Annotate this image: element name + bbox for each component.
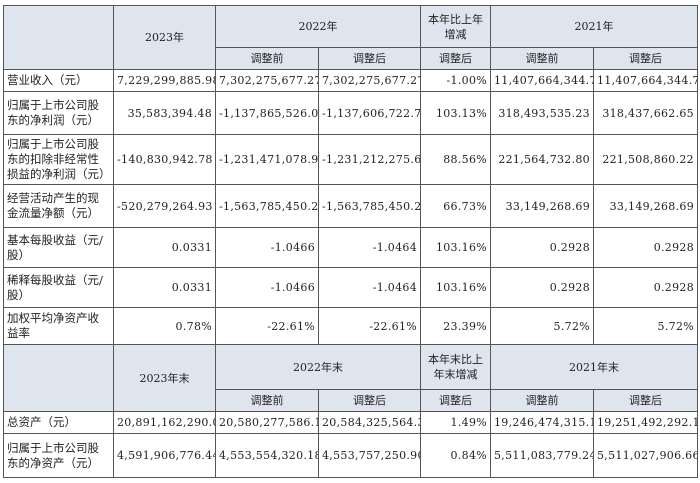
sub-header: 调整前 bbox=[490, 389, 594, 412]
value-cell: 4,591,906,776.44 bbox=[113, 433, 216, 478]
value-cell: 0.78% bbox=[113, 307, 216, 345]
value-cell: -520,279,264.93 bbox=[113, 184, 216, 228]
value-cell: 11,407,664,344.78 bbox=[490, 69, 594, 92]
value-cell: 0.84% bbox=[420, 433, 491, 478]
row-label: 营业收入（元） bbox=[3, 69, 114, 92]
sub-header: 调整后 bbox=[420, 47, 491, 70]
row-label: 归属于上市公司股东的净资产（元） bbox=[3, 433, 114, 478]
value-cell: 7,302,275,677.27 bbox=[215, 69, 319, 92]
value-cell: 103.16% bbox=[420, 227, 491, 268]
value-cell: 20,584,325,564.35 bbox=[318, 411, 421, 434]
row-label: 稀释每股收益（元/股） bbox=[3, 267, 114, 308]
value-cell: 0.2928 bbox=[593, 267, 698, 308]
sub-header: 调整后 bbox=[593, 47, 698, 70]
value-cell: 88.56% bbox=[420, 134, 491, 185]
value-cell: 7,302,275,677.27 bbox=[318, 69, 421, 92]
value-cell: -22.61% bbox=[318, 307, 421, 345]
value-cell: 0.2928 bbox=[593, 227, 698, 268]
value-cell: 318,493,535.23 bbox=[490, 91, 594, 135]
value-cell: -22.61% bbox=[215, 307, 319, 345]
corner-cell bbox=[3, 344, 114, 412]
value-cell: 19,251,492,292.15 bbox=[593, 411, 698, 434]
corner-cell bbox=[3, 5, 114, 70]
sub-header: 调整后 bbox=[420, 389, 491, 412]
value-cell: 5,511,083,779.24 bbox=[490, 433, 594, 478]
row-label: 经营活动产生的现金流量净额（元） bbox=[3, 184, 114, 228]
value-cell: 7,229,299,885.98 bbox=[113, 69, 216, 92]
value-cell: -1,563,785,450.23 bbox=[318, 184, 421, 228]
sub-header: 调整后 bbox=[593, 389, 698, 412]
financial-table: 2023年 2022年 本年比上年增减 2021年 调整前 调整后 调整后 调整前 调整后 营业收… bbox=[3, 5, 698, 478]
value-cell: 4,553,554,320.18 bbox=[215, 433, 319, 478]
sub-header: 调整后 bbox=[318, 47, 421, 70]
value-cell: 103.13% bbox=[420, 91, 491, 135]
value-cell: 318,437,662.65 bbox=[593, 91, 698, 135]
value-cell: 20,580,277,586.18 bbox=[215, 411, 319, 434]
value-cell: -1.0464 bbox=[318, 267, 421, 308]
value-cell: 221,564,732.80 bbox=[490, 134, 594, 185]
value-cell: 103.16% bbox=[420, 267, 491, 308]
value-cell: 33,149,268.69 bbox=[593, 184, 698, 228]
sub-header: 调整前 bbox=[215, 47, 319, 70]
value-cell: 0.0331 bbox=[113, 227, 216, 268]
row-label: 归属于上市公司股东的扣除非经常性损益的净利润（元） bbox=[3, 134, 114, 185]
year-header: 2023年 bbox=[113, 5, 216, 70]
row-label: 加权平均净资产收益率 bbox=[3, 307, 114, 345]
value-cell: 66.73% bbox=[420, 184, 491, 228]
value-cell: 1.49% bbox=[420, 411, 491, 434]
value-cell: 0.2928 bbox=[490, 267, 594, 308]
value-cell: 23.39% bbox=[420, 307, 491, 345]
year-header: 2021年末 bbox=[490, 344, 698, 390]
year-header: 2021年 bbox=[490, 5, 698, 48]
value-cell: 5,511,027,906.66 bbox=[593, 433, 698, 478]
value-cell: 221,508,860.22 bbox=[593, 134, 698, 185]
value-cell: -1,231,471,078.92 bbox=[215, 134, 319, 185]
value-cell: -1,137,606,722.71 bbox=[318, 91, 421, 135]
value-cell: -1.0464 bbox=[318, 227, 421, 268]
change-header: 本年比上年增减 bbox=[420, 5, 491, 48]
value-cell: 5.72% bbox=[490, 307, 594, 345]
value-cell: -1,563,785,450.23 bbox=[215, 184, 319, 228]
sub-header: 调整后 bbox=[318, 389, 421, 412]
year-header: 2023年末 bbox=[113, 344, 216, 412]
row-label: 总资产（元） bbox=[3, 411, 114, 434]
value-cell: -1.0466 bbox=[215, 267, 319, 308]
value-cell: -1,137,865,526.01 bbox=[215, 91, 319, 135]
sub-header: 调整前 bbox=[215, 389, 319, 412]
value-cell: 19,246,474,315.14 bbox=[490, 411, 594, 434]
value-cell: 20,891,162,290.01 bbox=[113, 411, 216, 434]
row-label: 基本每股收益（元/股） bbox=[3, 227, 114, 268]
year-header: 2022年末 bbox=[215, 344, 421, 390]
value-cell: -1,231,212,275.62 bbox=[318, 134, 421, 185]
value-cell: -140,830,942.78 bbox=[113, 134, 216, 185]
value-cell: 11,407,664,344.78 bbox=[593, 69, 698, 92]
value-cell: 4,553,757,250.90 bbox=[318, 433, 421, 478]
row-label: 归属于上市公司股东的净利润（元） bbox=[3, 91, 114, 135]
value-cell: 5.72% bbox=[593, 307, 698, 345]
change-header: 本年末比上年末增减 bbox=[420, 344, 491, 390]
value-cell: -1.0466 bbox=[215, 227, 319, 268]
year-header: 2022年 bbox=[215, 5, 421, 48]
value-cell: 0.0331 bbox=[113, 267, 216, 308]
value-cell: -1.00% bbox=[420, 69, 491, 92]
sub-header: 调整前 bbox=[490, 47, 594, 70]
value-cell: 35,583,394.48 bbox=[113, 91, 216, 135]
value-cell: 33,149,268.69 bbox=[490, 184, 594, 228]
value-cell: 0.2928 bbox=[490, 227, 594, 268]
